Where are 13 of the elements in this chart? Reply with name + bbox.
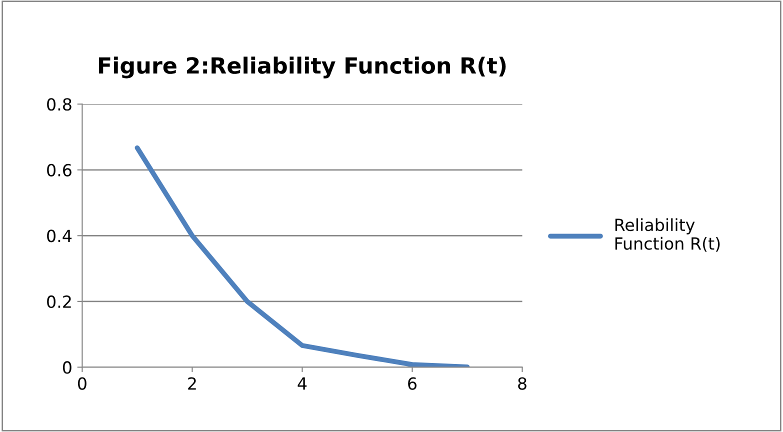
x-tick-label: 4 (298, 377, 307, 390)
x-tick-label: 6 (408, 377, 416, 390)
y-tick-label: 0.2 (47, 295, 71, 308)
line-series (134, 145, 470, 368)
x-tick-label: 2 (188, 377, 196, 390)
y-tick-label: 0.4 (47, 230, 72, 242)
legend-label: Reliability Function R(t) (615, 218, 720, 252)
y-tick-label: 0 (62, 361, 72, 374)
chart-title: Figure 2:Reliability Function R(t) (98, 56, 506, 78)
x-tick-label: 8 (518, 377, 526, 390)
y-tick-label: 0.6 (47, 164, 72, 176)
y-tick-label: 0.8 (47, 98, 72, 111)
x-tick-label: 0 (78, 377, 86, 390)
